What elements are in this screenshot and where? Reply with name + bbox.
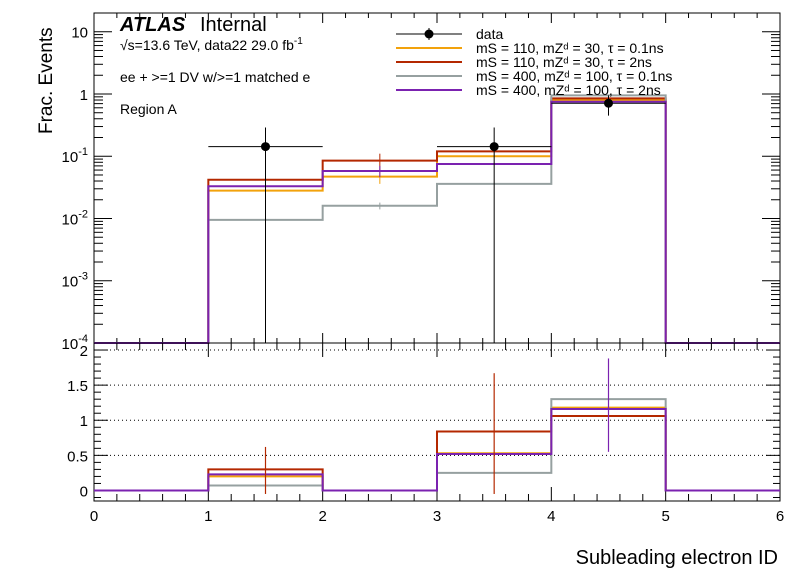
atlas-label: ATLAS <box>119 14 186 36</box>
ratio-x-tick-label: 1 <box>204 508 212 525</box>
ratio-y-tick-label: 1.5 <box>67 378 88 395</box>
data-point <box>261 142 270 152</box>
top-axis-tick-labels: 10 1 10-1 10-2 10-3 10-4 <box>62 25 88 353</box>
legend-label: mS = 110, mZᵈ = 30, τ = 2ns <box>476 54 652 70</box>
legend-label: data <box>476 26 503 42</box>
ratio-x-tick-label: 0 <box>90 508 98 525</box>
selection-label: ee + >=1 DV w/>=1 matched e <box>120 69 311 85</box>
ratio-x-tick-label: 3 <box>433 508 441 525</box>
ratio-axis-tick-labels: 0 0.5 1 1.5 2 0 1 2 3 4 5 6 <box>67 343 784 525</box>
x-axis-label: Subleading electron ID <box>576 547 778 569</box>
legend-entry: mS = 400, mZᵈ = 100, τ = 2ns <box>396 82 661 98</box>
ratio-x-tick-label: 5 <box>661 508 669 525</box>
ratio-series-group <box>94 358 780 494</box>
top-axis-ticks <box>93 12 781 344</box>
top-y-tick-label: 10 <box>71 25 88 42</box>
internal-label: Internal <box>200 14 267 36</box>
data-points-group <box>208 95 666 343</box>
top-y-tick-label: 10-4 <box>62 333 88 353</box>
data-point <box>489 142 499 152</box>
legend-entry: data <box>396 26 503 42</box>
top-y-tick-label: 1 <box>80 87 88 104</box>
top-series-line <box>94 100 780 344</box>
ratio-y-tick-label: 0 <box>80 483 88 500</box>
top-series-group <box>94 94 780 344</box>
legend-label: mS = 400, mZᵈ = 100, τ = 0.1ns <box>476 68 672 84</box>
legend-label: mS = 110, mZᵈ = 30, τ = 0.1ns <box>476 40 664 56</box>
legend-entry: mS = 110, mZᵈ = 30, τ = 0.1ns <box>396 40 664 56</box>
legend-swatch-marker <box>424 29 434 39</box>
top-y-tick-label: 10-3 <box>62 271 88 291</box>
data-point <box>604 98 613 108</box>
region-label: Region A <box>120 101 177 117</box>
ratio-y-tick-label: 0.5 <box>67 448 88 465</box>
top-y-tick-label: 10-2 <box>62 208 88 228</box>
ratio-axis-ticks <box>93 343 781 501</box>
top-y-tick-label: 10-1 <box>62 146 88 166</box>
ratio-x-tick-label: 6 <box>776 508 784 525</box>
legend-entry: mS = 110, mZᵈ = 30, τ = 2ns <box>396 54 652 70</box>
ratio-x-tick-label: 4 <box>547 508 555 525</box>
ratio-series-line <box>94 408 780 492</box>
energy-label: √s=13.6 TeV, data22 29.0 fb-1 <box>120 36 303 53</box>
ratio-y-tick-label: 2 <box>80 343 88 360</box>
legend-label: mS = 400, mZᵈ = 100, τ = 2ns <box>476 82 661 98</box>
legend-entry: mS = 400, mZᵈ = 100, τ = 0.1ns <box>396 68 672 84</box>
top-y-axis-label: Frac. Events <box>36 27 57 134</box>
ratio-y-tick-label: 1 <box>80 413 88 430</box>
ratio-x-tick-label: 2 <box>318 508 326 525</box>
